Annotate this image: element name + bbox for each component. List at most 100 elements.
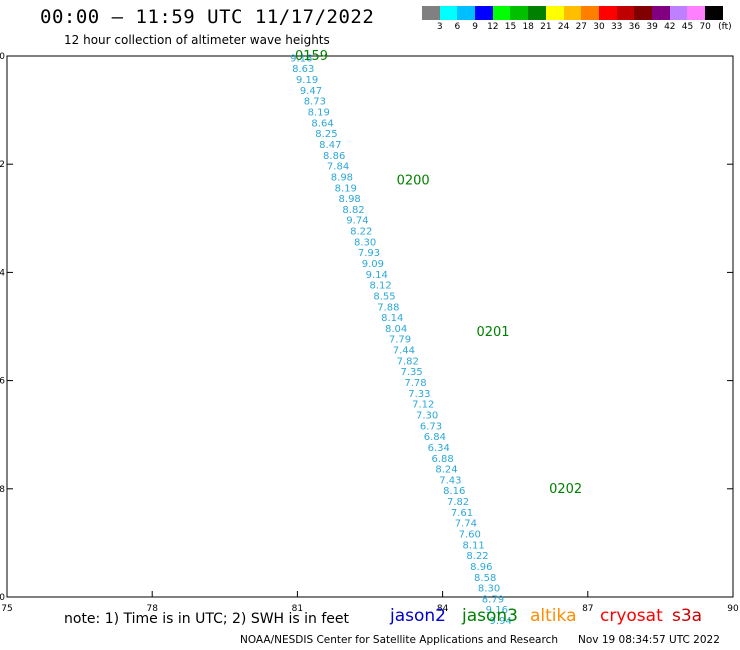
swh-value: 7.61 (451, 508, 473, 519)
swh-value: 9.16 (290, 53, 312, 64)
swh-value: 8.98 (331, 172, 353, 183)
swh-value: 7.82 (447, 497, 469, 508)
colorbar-label: 33 (610, 22, 623, 32)
swh-value: 9.47 (300, 86, 322, 97)
swh-value: 6.73 (420, 421, 442, 432)
colorbar-swatch (422, 6, 440, 20)
legend-altika: altika (530, 606, 577, 626)
swh-value: 7.60 (459, 529, 481, 540)
y-tick-label: -40 (0, 593, 5, 603)
swh-value: 7.78 (404, 378, 426, 389)
colorbar-swatch (492, 6, 511, 20)
colorbar-label: 6 (454, 22, 461, 32)
legend-jason2: jason2 (390, 606, 446, 626)
swh-value: 8.63 (292, 64, 314, 75)
colorbar-label: 21 (540, 22, 552, 32)
page-title: 00:00 – 11:59 UTC 11/17/2022 (40, 6, 375, 28)
x-tick-label: 75 (1, 604, 12, 614)
swh-value: 8.30 (478, 584, 500, 595)
colorbar-label: 39 (646, 22, 658, 32)
swh-value: 7.12 (412, 400, 434, 411)
swh-value: 7.35 (400, 367, 422, 378)
swh-value: 6.84 (424, 432, 446, 443)
colorbar-swatch (669, 6, 688, 20)
swh-value: 7.30 (416, 410, 438, 421)
swh-value: 8.30 (354, 237, 376, 248)
y-tick-label: -30 (0, 52, 5, 62)
y-tick-label: -32 (0, 160, 5, 170)
swh-value: 9.94 (490, 616, 512, 627)
generated-timestamp: Nov 19 08:34:57 UTC 2022 (578, 634, 720, 646)
swh-value: 8.98 (339, 194, 361, 205)
swh-value: 8.16 (443, 486, 465, 497)
colorbar-label: 27 (575, 22, 588, 32)
swh-value: 7.93 (358, 248, 380, 259)
colorbar-swatch (705, 6, 723, 20)
colorbar-label: 45 (681, 22, 694, 32)
colorbar-swatch (651, 6, 670, 20)
swh-value: 8.12 (370, 281, 392, 292)
colorbar-swatch (475, 6, 493, 20)
colorbar-swatch (687, 6, 705, 20)
swh-value: 8.19 (308, 108, 330, 119)
swh-value: 8.64 (311, 118, 333, 129)
time-label: 0202 (549, 482, 582, 497)
swh-value: 7.84 (327, 162, 349, 173)
x-tick-label: 78 (146, 604, 158, 614)
y-tick-label: -36 (0, 377, 5, 387)
colorbar-label: 9 (472, 22, 478, 32)
plot-frame (6, 55, 734, 598)
time-label: 0159 (295, 49, 328, 64)
swh-value: 8.25 (315, 129, 337, 140)
credit-line: NOAA/NESDIS Center for Satellite Applica… (240, 634, 558, 646)
colorbar-swatch (457, 6, 476, 20)
x-tick-label: 87 (582, 604, 593, 614)
legend-s3a: s3a (672, 606, 703, 626)
y-tick-label: -38 (0, 485, 5, 495)
y-tick-label: -34 (0, 268, 5, 278)
swh-value: 9.14 (366, 270, 388, 281)
colorbar-swatch (510, 6, 529, 20)
swh-value: 7.88 (377, 302, 399, 313)
swh-value: 8.58 (474, 573, 496, 584)
colorbar-label: 12 (487, 22, 499, 32)
swh-value: 8.19 (335, 183, 357, 194)
legend-jason3: jason3 (462, 606, 518, 626)
colorbar-swatch (616, 6, 635, 20)
legend-cryosat: cryosat (600, 606, 663, 626)
swh-value: 8.24 (435, 465, 457, 476)
swh-value: 8.73 (304, 97, 326, 108)
swh-value: 8.14 (381, 313, 403, 324)
swh-value: 7.82 (397, 356, 419, 367)
colorbar-label: 15 (504, 22, 517, 32)
swh-value: 9.19 (296, 75, 318, 86)
swh-value: 6.88 (431, 454, 453, 465)
x-tick-label: 81 (292, 604, 303, 614)
colorbar-swatch (528, 6, 546, 20)
swh-value: 7.43 (439, 475, 461, 486)
colorbar-label: 30 (593, 22, 605, 32)
swh-value: 8.79 (482, 594, 504, 605)
colorbar-label: 70 (699, 22, 711, 32)
colorbar-label: 24 (557, 22, 570, 32)
swh-value: 7.33 (408, 389, 430, 400)
swh-value: 7.44 (393, 346, 415, 357)
colorbar-swatch (545, 6, 564, 20)
colorbar-swatch (581, 6, 599, 20)
colorbar-label: 42 (664, 22, 676, 32)
swh-value: 8.04 (385, 324, 407, 335)
colorbar-swatch (598, 6, 617, 20)
colorbar-label: 36 (628, 22, 641, 32)
swh-value: 8.96 (470, 562, 492, 573)
colorbar-swatch (439, 6, 458, 20)
x-tick-label: 84 (437, 604, 449, 614)
swh-value: 8.22 (466, 551, 488, 562)
colorbar-label: (ft) (718, 22, 732, 32)
colorbar-label: 18 (522, 22, 534, 32)
colorbar-swatch (563, 6, 582, 20)
swh-value: 8.55 (373, 291, 395, 302)
swh-value: 9.16 (486, 605, 508, 616)
swh-value: 8.82 (342, 205, 364, 216)
swh-value: 8.11 (462, 540, 484, 551)
